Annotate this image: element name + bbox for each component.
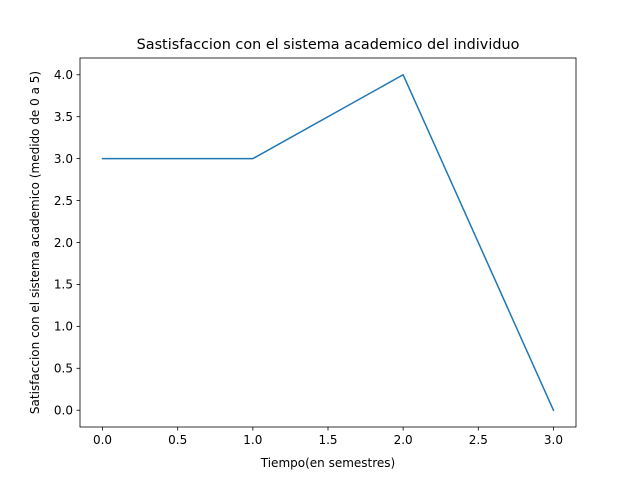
y-axis: 0.0 0.5 1.0 1.5 2.0 2.5 3.0 3.5 4.0	[54, 68, 80, 418]
plot-area	[80, 58, 576, 427]
y-tick-label: 1.5	[54, 278, 73, 292]
series-layer	[101, 74, 555, 412]
x-tick-label: 1.0	[243, 433, 262, 447]
y-tick-label: 2.5	[54, 194, 73, 208]
y-tick-label: 0.5	[54, 362, 73, 376]
y-tick-label: 0.0	[54, 404, 73, 418]
y-tick-label: 1.0	[54, 320, 73, 334]
x-tick-label: 0.0	[93, 433, 112, 447]
x-axis-label: Tiempo(en semestres)	[260, 456, 395, 470]
x-tick-label: 3.0	[544, 433, 563, 447]
y-tick-label: 3.5	[54, 110, 73, 124]
x-tick-label: 2.0	[394, 433, 413, 447]
series-line-0	[101, 74, 555, 412]
y-axis-label: Satisfaccion con el sistema academico (m…	[28, 71, 42, 414]
x-tick-label: 0.5	[168, 433, 187, 447]
x-tick-label: 1.5	[318, 433, 337, 447]
y-tick-label: 3.0	[54, 152, 73, 166]
plot-background	[80, 58, 576, 427]
y-tick-label: 4.0	[54, 68, 73, 82]
y-tick-label: 2.0	[54, 236, 73, 250]
chart-title: Sastisfaccion con el sistema academico d…	[137, 37, 520, 53]
x-axis: 0.0 0.5 1.0 1.5 2.0 2.5 3.0	[93, 427, 563, 447]
x-tick-label: 2.5	[469, 433, 488, 447]
